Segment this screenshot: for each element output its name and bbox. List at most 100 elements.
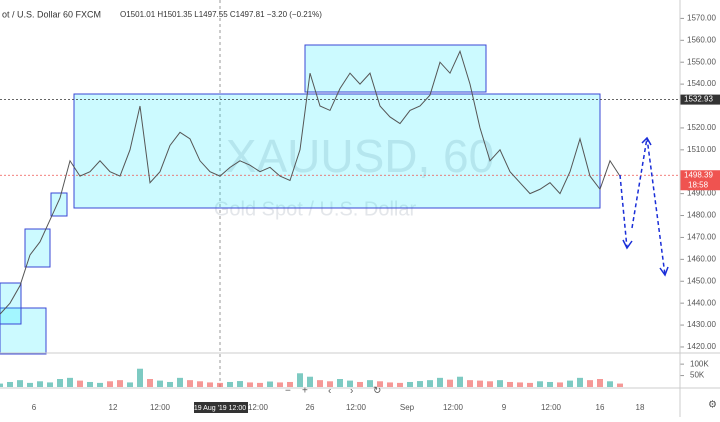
- volume-bar: [267, 381, 273, 387]
- y-tick-label: 1430.00: [687, 320, 716, 329]
- volume-bar: [207, 382, 213, 387]
- x-tick-label: 12:00: [248, 403, 269, 412]
- arrow: [619, 174, 628, 249]
- volume-bar: [567, 380, 573, 387]
- volume-bar: [537, 381, 543, 387]
- annotations: [0, 44, 601, 355]
- volume-bar: [77, 380, 83, 387]
- volume-bar: [117, 380, 123, 387]
- volume-bar: [167, 381, 173, 387]
- volume-bar: [407, 381, 413, 387]
- volume-bar: [257, 382, 263, 387]
- y-tick-label: 1480.00: [687, 211, 716, 220]
- volume-bar: [517, 382, 523, 387]
- box: [304, 44, 487, 93]
- crosshair-tag: [194, 402, 248, 413]
- volume-bar: [527, 382, 533, 387]
- volume-bar: [377, 381, 383, 387]
- y-tick-label: 1460.00: [687, 254, 716, 263]
- pane-toolbar[interactable]: − + ‹ › ↻: [285, 386, 381, 397]
- x-tick-label: 12: [109, 403, 118, 412]
- x-tick-label: 16: [596, 403, 605, 412]
- volume-bar: [337, 379, 343, 387]
- ohlc: O1501.01 H1501.35 L1497.55 C1497.81 −3.2…: [120, 10, 322, 19]
- x-tick-label: 12:00: [541, 403, 562, 412]
- price-label: 1498.39: [684, 170, 713, 179]
- volume-bar: [317, 380, 323, 387]
- volume-bar: [157, 380, 163, 387]
- price-tag: [680, 94, 720, 105]
- x-tick-label: Sep: [400, 403, 415, 412]
- volume-bar: [137, 368, 143, 387]
- scroll-right[interactable]: ›: [350, 386, 353, 397]
- volume-bar: [547, 381, 553, 387]
- volume-bar: [27, 382, 33, 387]
- volume-bar: [387, 382, 393, 387]
- volume-bar: [557, 382, 563, 387]
- price-tag: [680, 170, 720, 191]
- price-time: 18:58: [688, 180, 709, 189]
- volume-bar: [67, 377, 73, 387]
- volume-bar: [617, 383, 623, 387]
- x-tick-label: 12:00: [346, 403, 367, 412]
- price-label: 1532.93: [684, 95, 713, 104]
- box: [50, 192, 68, 217]
- volume-bar: [597, 379, 603, 387]
- volume-bar: [397, 382, 403, 387]
- x-tick-label: 6: [32, 403, 37, 412]
- volume-bar: [347, 380, 353, 387]
- x-tick-label: 18: [636, 403, 645, 412]
- volume-bar: [87, 381, 93, 387]
- x-tick-label: 12:00: [150, 403, 171, 412]
- volume-bar: [177, 377, 183, 387]
- volume-bar: [287, 381, 293, 387]
- volume-bar: [507, 381, 513, 387]
- zoom-in[interactable]: +: [302, 386, 308, 397]
- arrowhead: [659, 266, 669, 277]
- volume-bar: [367, 380, 373, 387]
- volume-bar: [447, 379, 453, 387]
- volume-bar: [417, 381, 423, 387]
- projection: [619, 136, 669, 277]
- volume-bar: [327, 381, 333, 387]
- y-tick-label: 1490.00: [687, 189, 716, 198]
- zoom-out[interactable]: −: [285, 386, 291, 397]
- settings[interactable]: ⚙: [708, 400, 717, 411]
- volume-bar: [127, 382, 133, 387]
- box: [73, 93, 601, 209]
- volume-bar: [457, 376, 463, 387]
- volume-bar: [297, 373, 303, 387]
- box: [24, 228, 51, 268]
- plot: 1420.00 1430.00 1440.00 1450.00 1460.00 1470.…: [0, 14, 720, 413]
- y-tick-label: 1570.00: [687, 14, 716, 23]
- y-tick-label: 1440.00: [687, 298, 716, 307]
- y-tick-label: 1510.00: [687, 145, 716, 154]
- y-tick-label: 1520.00: [687, 123, 716, 132]
- volume-bar: [7, 381, 13, 387]
- volume-bar: [237, 381, 243, 387]
- box: [0, 307, 47, 355]
- arrowhead: [622, 239, 633, 250]
- volume-bar: [427, 380, 433, 387]
- volume-bar: [487, 381, 493, 387]
- volume-bar: [197, 381, 203, 387]
- reset[interactable]: ↻: [373, 386, 381, 397]
- y-tick-label: 1450.00: [687, 276, 716, 285]
- volume-bar: [437, 377, 443, 387]
- volume-bar: [277, 382, 283, 387]
- y-tick-label: 1470.00: [687, 233, 716, 242]
- volume-bar: [47, 382, 53, 387]
- scroll-left[interactable]: ‹: [328, 386, 331, 397]
- volume-bar: [227, 381, 233, 387]
- volume-bar: [247, 382, 253, 387]
- volume-bar: [57, 379, 63, 387]
- x-tick-label: 12:00: [443, 403, 464, 412]
- volume-bar: [217, 382, 223, 387]
- volume-bar: [147, 379, 153, 387]
- volume-bar: [467, 380, 473, 387]
- watermark: XAUUSD, 60: [226, 130, 494, 182]
- volume-tick-label: 100K: [690, 359, 709, 368]
- volume-bar: [357, 381, 363, 387]
